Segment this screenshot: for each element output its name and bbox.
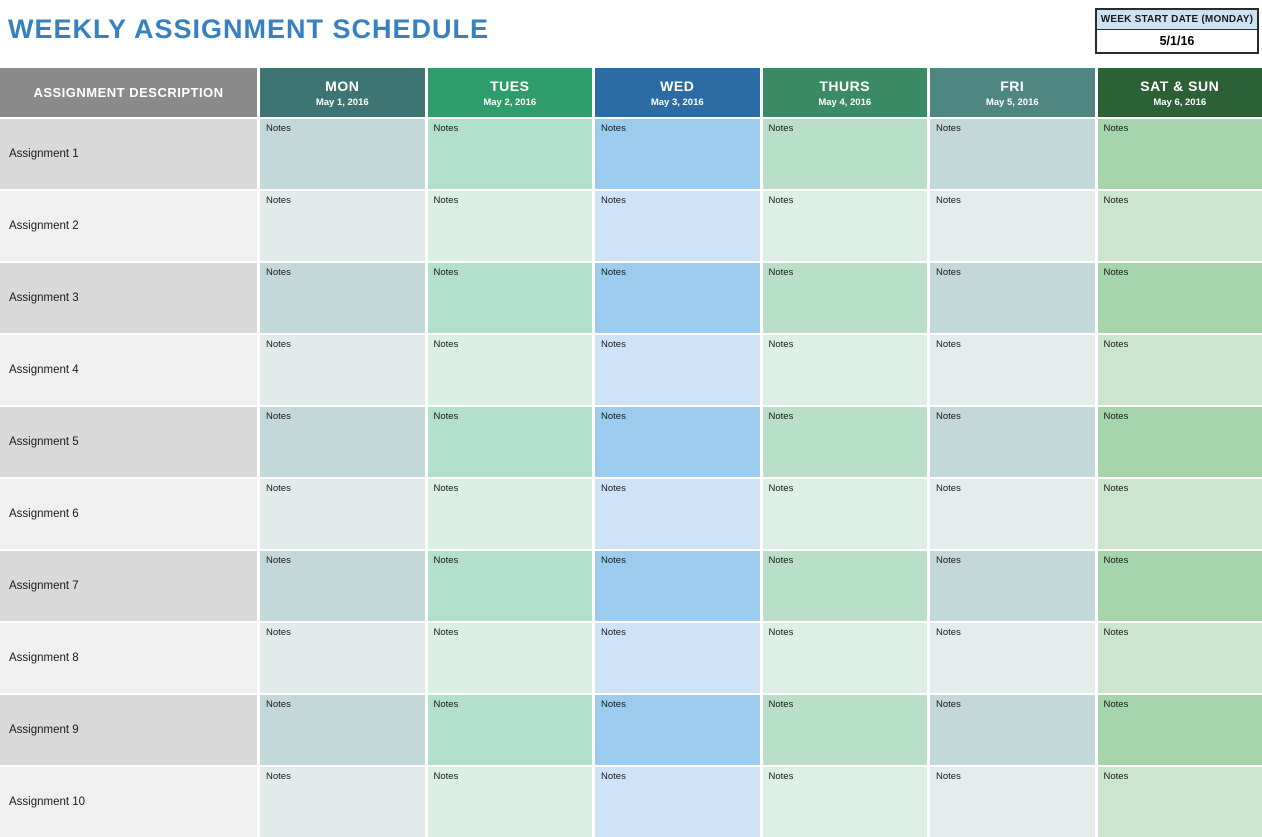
assignment-label-cell[interactable]: Assignment 5 <box>0 407 257 477</box>
day-note-cell[interactable]: Notes <box>428 767 593 837</box>
day-note-cell[interactable]: Notes <box>428 263 593 333</box>
day-note-cell[interactable]: Notes <box>260 263 425 333</box>
day-note-cell[interactable]: Notes <box>763 263 928 333</box>
day-note-cell[interactable]: Notes <box>1098 767 1262 837</box>
day-header-tues: TUES May 2, 2016 <box>428 68 593 117</box>
day-note-cell[interactable]: Notes <box>763 335 928 405</box>
day-header-thurs: THURS May 4, 2016 <box>763 68 928 117</box>
day-note-cell[interactable]: Notes <box>260 407 425 477</box>
day-note-cell[interactable]: Notes <box>595 623 760 693</box>
day-note-cell[interactable]: Notes <box>595 551 760 621</box>
day-name: FRI <box>1000 78 1024 94</box>
day-note-cell[interactable]: Notes <box>763 407 928 477</box>
day-note-cell[interactable]: Notes <box>428 551 593 621</box>
day-note-cell[interactable]: Notes <box>930 191 1095 261</box>
day-note-cell[interactable]: Notes <box>1098 335 1262 405</box>
day-note-cell[interactable]: Notes <box>428 191 593 261</box>
day-note-cell[interactable]: Notes <box>428 479 593 549</box>
assignment-label-cell[interactable]: Assignment 9 <box>0 695 257 765</box>
day-note-cell[interactable]: Notes <box>763 191 928 261</box>
day-note-cell[interactable]: Notes <box>930 767 1095 837</box>
day-name: MON <box>325 78 359 94</box>
weekly-schedule-table: ASSIGNMENT DESCRIPTION MON May 1, 2016 T… <box>0 68 1262 837</box>
day-header-mon: MON May 1, 2016 <box>260 68 425 117</box>
day-note-cell[interactable]: Notes <box>428 119 593 189</box>
day-note-cell[interactable]: Notes <box>1098 623 1262 693</box>
day-note-cell[interactable]: Notes <box>1098 407 1262 477</box>
day-note-cell[interactable]: Notes <box>428 695 593 765</box>
week-start-date-value[interactable]: 5/1/16 <box>1097 30 1257 52</box>
assignment-label-cell[interactable]: Assignment 4 <box>0 335 257 405</box>
day-note-cell[interactable]: Notes <box>930 335 1095 405</box>
day-note-cell[interactable]: Notes <box>260 551 425 621</box>
day-note-cell[interactable]: Notes <box>428 623 593 693</box>
day-name: THURS <box>819 78 870 94</box>
assignment-label-cell[interactable]: Assignment 6 <box>0 479 257 549</box>
day-note-cell[interactable]: Notes <box>595 407 760 477</box>
day-note-cell[interactable]: Notes <box>930 551 1095 621</box>
page-title: WEEKLY ASSIGNMENT SCHEDULE <box>8 14 489 45</box>
assignment-label-cell[interactable]: Assignment 8 <box>0 623 257 693</box>
assignment-label-cell[interactable]: Assignment 10 <box>0 767 257 837</box>
day-note-cell[interactable]: Notes <box>595 335 760 405</box>
day-note-cell[interactable]: Notes <box>595 191 760 261</box>
day-note-cell[interactable]: Notes <box>428 335 593 405</box>
day-note-cell[interactable]: Notes <box>260 191 425 261</box>
day-note-cell[interactable]: Notes <box>930 479 1095 549</box>
assignment-description-header: ASSIGNMENT DESCRIPTION <box>0 68 257 117</box>
day-name: TUES <box>490 78 529 94</box>
day-note-cell[interactable]: Notes <box>595 479 760 549</box>
day-date: May 3, 2016 <box>651 97 704 108</box>
day-note-cell[interactable]: Notes <box>1098 551 1262 621</box>
day-note-cell[interactable]: Notes <box>260 119 425 189</box>
day-note-cell[interactable]: Notes <box>930 407 1095 477</box>
day-note-cell[interactable]: Notes <box>1098 479 1262 549</box>
day-date: May 6, 2016 <box>1153 97 1206 108</box>
day-note-cell[interactable]: Notes <box>595 695 760 765</box>
day-note-cell[interactable]: Notes <box>595 767 760 837</box>
day-note-cell[interactable]: Notes <box>260 479 425 549</box>
week-start-date-label: WEEK START DATE (MONDAY) <box>1097 10 1257 30</box>
day-note-cell[interactable]: Notes <box>260 695 425 765</box>
day-note-cell[interactable]: Notes <box>763 479 928 549</box>
day-note-cell[interactable]: Notes <box>763 119 928 189</box>
day-header-sat-sun: SAT & SUN May 6, 2016 <box>1098 68 1262 117</box>
day-note-cell[interactable]: Notes <box>930 623 1095 693</box>
day-name: WED <box>660 78 694 94</box>
day-note-cell[interactable]: Notes <box>763 767 928 837</box>
day-note-cell[interactable]: Notes <box>930 695 1095 765</box>
day-header-fri: FRI May 5, 2016 <box>930 68 1095 117</box>
day-note-cell[interactable]: Notes <box>1098 191 1262 261</box>
day-header-wed: WED May 3, 2016 <box>595 68 760 117</box>
day-date: May 1, 2016 <box>316 97 369 108</box>
day-note-cell[interactable]: Notes <box>260 623 425 693</box>
day-note-cell[interactable]: Notes <box>1098 695 1262 765</box>
week-start-date-box: WEEK START DATE (MONDAY) 5/1/16 <box>1095 8 1259 54</box>
day-date: May 5, 2016 <box>986 97 1039 108</box>
day-date: May 2, 2016 <box>483 97 536 108</box>
day-note-cell[interactable]: Notes <box>260 767 425 837</box>
day-name: SAT & SUN <box>1140 78 1219 94</box>
assignment-label-cell[interactable]: Assignment 7 <box>0 551 257 621</box>
day-note-cell[interactable]: Notes <box>260 335 425 405</box>
day-note-cell[interactable]: Notes <box>763 695 928 765</box>
day-note-cell[interactable]: Notes <box>595 119 760 189</box>
day-note-cell[interactable]: Notes <box>763 551 928 621</box>
day-note-cell[interactable]: Notes <box>595 263 760 333</box>
assignment-label-cell[interactable]: Assignment 2 <box>0 191 257 261</box>
day-note-cell[interactable]: Notes <box>930 119 1095 189</box>
day-date: May 4, 2016 <box>818 97 871 108</box>
assignment-label-cell[interactable]: Assignment 3 <box>0 263 257 333</box>
day-note-cell[interactable]: Notes <box>763 623 928 693</box>
day-note-cell[interactable]: Notes <box>930 263 1095 333</box>
assignment-label-cell[interactable]: Assignment 1 <box>0 119 257 189</box>
day-note-cell[interactable]: Notes <box>1098 119 1262 189</box>
day-note-cell[interactable]: Notes <box>428 407 593 477</box>
day-note-cell[interactable]: Notes <box>1098 263 1262 333</box>
